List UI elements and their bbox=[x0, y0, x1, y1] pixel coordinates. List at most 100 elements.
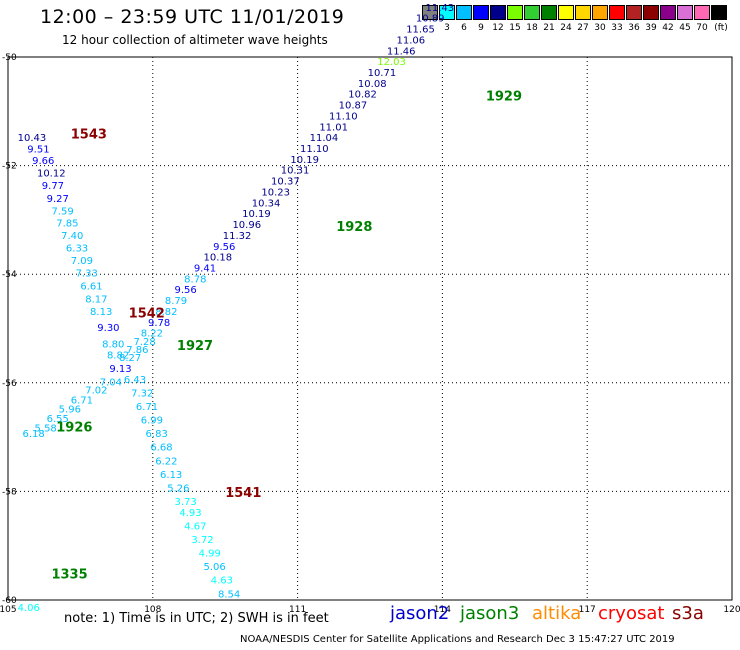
satellite-label-cryosat: cryosat bbox=[598, 603, 665, 624]
x-tick-label: 105 bbox=[0, 605, 17, 615]
wave-height-reading: 8.13 bbox=[90, 307, 112, 318]
wave-height-reading: 6.61 bbox=[80, 281, 102, 292]
wave-height-reading: 4.99 bbox=[199, 549, 221, 560]
wave-height-reading: 8.17 bbox=[85, 294, 107, 305]
pass-time-label: 1927 bbox=[177, 339, 213, 354]
wave-height-reading: 5.26 bbox=[167, 483, 189, 494]
y-tick-label: -58 bbox=[2, 487, 17, 497]
y-tick-label: -56 bbox=[2, 379, 17, 389]
wave-height-reading: 5.06 bbox=[203, 562, 225, 573]
wave-height-reading: 6.33 bbox=[66, 243, 88, 254]
wave-height-reading: 8.82 bbox=[107, 350, 129, 361]
legend-swatch bbox=[592, 5, 608, 20]
wave-height-reading: 6.55 bbox=[47, 414, 69, 425]
wave-height-reading: 10.19 bbox=[290, 155, 319, 166]
wave-height-reading: 10.43 bbox=[18, 133, 47, 144]
wave-height-reading: 4.93 bbox=[179, 508, 201, 519]
satellite-label-jason2: jason2 bbox=[390, 603, 450, 624]
wave-height-reading: 6.83 bbox=[146, 429, 168, 440]
wave-height-reading: 7.02 bbox=[85, 386, 107, 397]
wave-height-reading: 10.12 bbox=[37, 168, 66, 179]
legend-swatch bbox=[524, 5, 540, 20]
wave-height-reading: 6.71 bbox=[136, 402, 158, 413]
legend-swatch bbox=[660, 5, 676, 20]
wave-height-reading: 3.73 bbox=[175, 497, 197, 508]
pass-time-label: 1542 bbox=[129, 307, 165, 322]
map-subtitle: 12 hour collection of altimeter wave hei… bbox=[62, 33, 328, 47]
legend-swatch bbox=[558, 5, 574, 20]
wave-height-reading: 4.67 bbox=[184, 521, 206, 532]
wave-height-reading: 11.10 bbox=[329, 111, 358, 122]
legend-swatch bbox=[643, 5, 659, 20]
wave-height-reading: 7.09 bbox=[71, 256, 93, 267]
legend-label: 12 bbox=[492, 23, 504, 33]
wave-height-reading: 8.79 bbox=[165, 296, 187, 307]
wave-height-reading: 11.06 bbox=[397, 35, 426, 46]
wave-height-reading: 8.27 bbox=[119, 353, 141, 364]
wave-height-reading: 10.89 bbox=[416, 14, 445, 25]
wave-height-reading: 8.54 bbox=[218, 589, 240, 600]
legend-label: 45 bbox=[679, 23, 691, 33]
wave-height-reading: 10.34 bbox=[252, 198, 281, 209]
wave-height-reading: 8.78 bbox=[184, 274, 206, 285]
x-tick-label: 117 bbox=[579, 605, 596, 615]
y-tick-label: -52 bbox=[2, 162, 17, 172]
legend-label: 24 bbox=[560, 23, 572, 33]
legend-swatch bbox=[626, 5, 642, 20]
wave-height-reading: 11.46 bbox=[387, 46, 416, 57]
wave-height-reading: 10.37 bbox=[271, 177, 300, 188]
legend-label: 21 bbox=[543, 23, 555, 33]
legend-swatch bbox=[507, 5, 523, 20]
wave-height-reading: 7.04 bbox=[100, 378, 122, 389]
wave-height-reading: 9.27 bbox=[47, 194, 69, 205]
wave-height-reading: 10.71 bbox=[368, 68, 397, 79]
wave-height-reading: 7.40 bbox=[61, 231, 83, 242]
legend-label: 30 bbox=[594, 23, 606, 33]
wave-height-reading: 9.77 bbox=[42, 181, 64, 192]
legend-label: 36 bbox=[628, 23, 640, 33]
wave-height-reading: 9.41 bbox=[194, 263, 216, 274]
wave-height-reading: 6.22 bbox=[155, 456, 177, 467]
wave-height-reading: 9.56 bbox=[175, 285, 197, 296]
legend-swatch bbox=[490, 5, 506, 20]
wave-height-reading: 11.10 bbox=[300, 144, 329, 155]
map-title: 12:00 – 23:59 UTC 11/01/2019 bbox=[40, 6, 345, 28]
wave-height-reading: 3.72 bbox=[191, 535, 213, 546]
wave-height-reading: 7.59 bbox=[51, 206, 73, 217]
wave-height-reading: 5.96 bbox=[59, 405, 81, 416]
satellite-label-jason3: jason3 bbox=[460, 603, 520, 624]
legend-swatch bbox=[694, 5, 710, 20]
pass-time-label: 1541 bbox=[225, 486, 261, 501]
wave-height-reading: 7.28 bbox=[133, 337, 155, 348]
wave-height-reading: 4.63 bbox=[211, 576, 233, 587]
satellite-label-altika: altika bbox=[532, 603, 582, 624]
wave-height-reading: 10.31 bbox=[281, 166, 310, 177]
wave-height-reading: 8.80 bbox=[102, 340, 124, 351]
legend-label: 27 bbox=[577, 23, 589, 33]
legend-label: 42 bbox=[662, 23, 674, 33]
satellite-label-s3a: s3a bbox=[672, 603, 704, 624]
wave-height-reading: 6.18 bbox=[22, 429, 44, 440]
wave-height-reading: 9.66 bbox=[32, 156, 54, 167]
wave-height-reading: 10.87 bbox=[339, 101, 368, 112]
wave-height-reading: 11.32 bbox=[223, 231, 252, 242]
wave-height-reading: 10.23 bbox=[261, 187, 290, 198]
y-tick-label: -54 bbox=[2, 270, 17, 280]
legend-label: 15 bbox=[509, 23, 521, 33]
wave-height-reading: 11.04 bbox=[310, 133, 339, 144]
wave-height-reading: 10.18 bbox=[203, 253, 232, 264]
x-tick-label: 111 bbox=[289, 605, 306, 615]
footer-note: note: 1) Time is in UTC; 2) SWH is in fe… bbox=[64, 611, 329, 626]
wave-height-reading: 6.13 bbox=[160, 470, 182, 481]
wave-height-reading: 7.32 bbox=[131, 388, 153, 399]
legend-label: 3 bbox=[444, 23, 450, 33]
wave-height-reading: 7.85 bbox=[56, 218, 78, 229]
legend-swatch bbox=[541, 5, 557, 20]
legend-label: 9 bbox=[478, 23, 484, 33]
pass-time-label: 1335 bbox=[51, 567, 87, 582]
wave-height-reading: 12.03 bbox=[377, 57, 406, 68]
wave-height-reading: 10.82 bbox=[348, 90, 377, 101]
wave-height-reading: 7.33 bbox=[76, 268, 98, 279]
footer-credit: NOAA/NESDIS Center for Satellite Applica… bbox=[240, 634, 675, 645]
